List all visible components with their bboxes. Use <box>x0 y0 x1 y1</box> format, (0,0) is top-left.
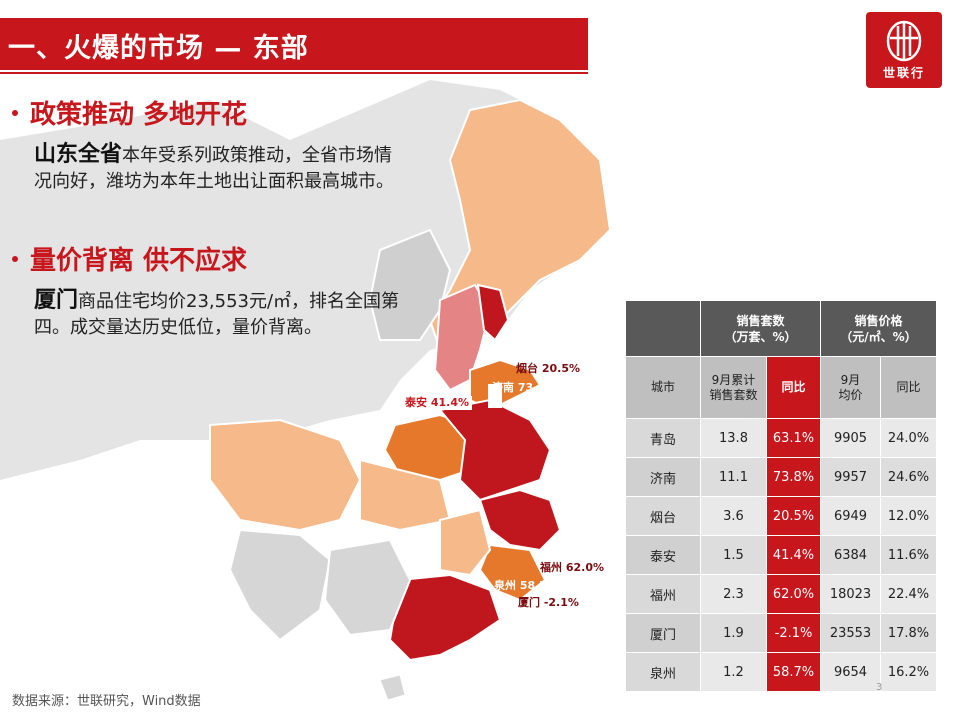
map-label-jinan: 济南 73.8% <box>492 381 556 394</box>
cell-sales-yoy: 58.7% <box>766 652 821 692</box>
page-title: 一、火爆的市场 — 东部 <box>8 33 309 64</box>
cell-sales: 1.2 <box>700 652 767 692</box>
map-region-inner-mongolia <box>368 228 452 341</box>
map-label-qingdao: 青岛 63.1% <box>516 398 580 411</box>
page-number: 3 <box>876 682 883 693</box>
cell-city: 青岛 <box>625 418 701 458</box>
logo-text: 世联行 <box>882 66 925 80</box>
table-body: 青岛 13.8 63.1% 9905 24.0% 济南 11.1 73.8% 9957 24.6%… <box>625 418 938 692</box>
map-label-taian: 泰安 41.4% <box>402 396 472 410</box>
table-header-sales: 销售套数 （万套、%） <box>700 300 821 357</box>
map-region-hainan <box>379 674 406 701</box>
table-row: 烟台 3.6 20.5% 6949 12.0% <box>625 496 938 536</box>
cell-city: 泉州 <box>625 652 701 692</box>
brand-logo: 世联行 <box>866 12 942 88</box>
cell-price: 6384 <box>820 535 881 575</box>
section1-line1: 本年受系列政策推动，全省市场情 <box>122 145 393 166</box>
col-price-yoy: 同比 <box>879 356 938 419</box>
map-region-beijing <box>476 283 510 342</box>
cell-sales: 13.8 <box>700 418 767 458</box>
shilian-logo-icon <box>886 20 922 62</box>
section1-lead: 山东全省 <box>34 142 123 167</box>
bullet-dot <box>12 109 18 116</box>
cell-price-yoy: 12.0% <box>879 496 938 536</box>
section1-line2: 况向好，潍坊为本年土地出让面积最高城市。 <box>34 171 394 192</box>
map-region-jiangxi <box>439 508 492 577</box>
cell-price: 9654 <box>820 652 881 692</box>
section2-lead: 厦门 <box>34 288 79 313</box>
map-region-sichuan <box>209 418 362 532</box>
table-row: 济南 11.1 73.8% 9957 24.6% <box>625 457 938 497</box>
section1-body: 山东全省本年受系列政策推动，全省市场情 况向好，潍坊为本年土地出让面积最高城市。 <box>34 142 394 195</box>
data-source-note: 数据来源：世联研究，Wind数据 <box>12 694 201 709</box>
cell-city: 泰安 <box>625 535 701 575</box>
col-price: 9月 均价 <box>820 356 881 419</box>
table-row: 泰安 1.5 41.4% 6384 11.6% <box>625 535 938 575</box>
table-subheader-row: 城市 9月累计 销售套数 同比 9月 均价 同比 <box>625 356 938 419</box>
section1-heading: 政策推动 多地开花 <box>12 94 247 131</box>
cell-sales-yoy: 73.8% <box>766 457 821 497</box>
cell-price: 9957 <box>820 457 881 497</box>
cell-sales: 1.9 <box>700 613 767 653</box>
section2-body: 厦门商品住宅均价23,553元/㎡，排名全国第 四。成交量达历史低位，量价背离。 <box>34 288 399 341</box>
table-row: 青岛 13.8 63.1% 9905 24.0% <box>625 418 938 458</box>
map-region-zhejiang <box>478 488 562 552</box>
cell-sales-yoy: 20.5% <box>766 496 821 536</box>
map-label-xiamen: 厦门 -2.1% <box>518 596 579 609</box>
cell-city: 福州 <box>625 574 701 614</box>
cell-price: 6949 <box>820 496 881 536</box>
map-region-yunnan <box>228 528 332 642</box>
cell-sales: 1.5 <box>700 535 767 575</box>
cell-price: 9905 <box>820 418 881 458</box>
bullet-dot <box>12 255 18 262</box>
map-label-fuzhou: 福州 62.0% <box>540 561 604 574</box>
table-header-row: 销售套数 （万套、%） 销售价格 （元/㎡、%） <box>625 300 938 357</box>
cell-sales: 3.6 <box>700 496 767 536</box>
map-region-jiangsu <box>438 398 552 502</box>
cell-price: 18023 <box>820 574 881 614</box>
map-base-landmass <box>0 80 600 480</box>
cell-price-yoy: 24.0% <box>879 418 938 458</box>
map-region-guangxi <box>323 538 412 637</box>
map-region-shandong <box>469 358 542 412</box>
map-label-yantai: 烟台 20.5% <box>516 362 580 375</box>
cell-city: 烟台 <box>625 496 701 536</box>
section2-line2: 四。成交量达历史低位，量价背离。 <box>34 317 322 338</box>
cell-sales-yoy: -2.1% <box>766 613 821 653</box>
cell-price-yoy: 17.8% <box>879 613 938 653</box>
table-row: 福州 2.3 62.0% 18023 22.4% <box>625 574 938 614</box>
col-city: 城市 <box>625 356 701 419</box>
table-header-blank <box>625 300 701 357</box>
cell-sales: 2.3 <box>700 574 767 614</box>
cell-price-yoy: 24.6% <box>879 457 938 497</box>
cell-sales-yoy: 63.1% <box>766 418 821 458</box>
map-label-quanzhou: 泉州 58.7% <box>494 579 558 592</box>
map-callout-box <box>488 384 502 408</box>
china-map <box>0 80 612 701</box>
cell-price-yoy: 22.4% <box>879 574 938 614</box>
cell-sales-yoy: 41.4% <box>766 535 821 575</box>
table-row: 厦门 1.9 -2.1% 23553 17.8% <box>625 613 938 653</box>
cell-sales: 11.1 <box>700 457 767 497</box>
cell-city: 济南 <box>625 457 701 497</box>
section2-heading: 量价背离 供不应求 <box>12 240 247 277</box>
cell-price-yoy: 16.2% <box>879 652 938 692</box>
section2-line1: 商品住宅均价23,553元/㎡，排名全国第 <box>78 291 400 312</box>
table-row: 泉州 1.2 58.7% 9654 16.2% <box>625 652 938 692</box>
map-region-fujian <box>478 543 547 602</box>
col-sales-yoy: 同比 <box>766 356 821 419</box>
cell-price-yoy: 11.6% <box>879 535 938 575</box>
cell-sales-yoy: 62.0% <box>766 574 821 614</box>
title-divider <box>0 72 588 74</box>
cell-price: 23553 <box>820 613 881 653</box>
col-sales: 9月累计 销售套数 <box>700 356 767 419</box>
title-bar: 一、火爆的市场 — 东部 <box>0 18 588 70</box>
sales-data-table: 销售套数 （万套、%） 销售价格 （元/㎡、%） 城市 9月累计 销售套数 同比… <box>625 300 938 692</box>
table-header-price: 销售价格 （元/㎡、%） <box>819 300 938 357</box>
cell-city: 厦门 <box>625 613 701 653</box>
